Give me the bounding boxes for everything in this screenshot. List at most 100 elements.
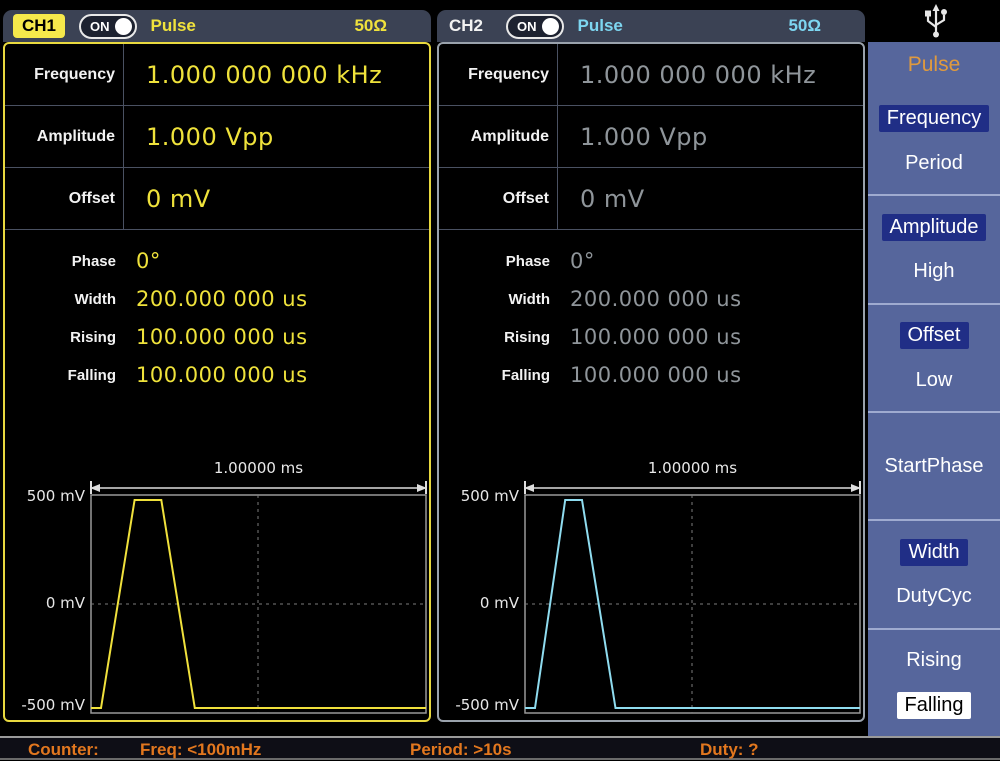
ch2-badge: CH2: [449, 16, 484, 35]
ch1-falling-label: Falling: [67, 366, 116, 384]
menu-label-rising[interactable]: Rising: [906, 649, 962, 672]
ch2-ylabel-top: 500 mV: [460, 487, 519, 505]
ch1-impedance: 50Ω: [354, 16, 387, 35]
ch2-falling-value[interactable]: 100.000 000 us: [570, 363, 742, 387]
ch2-width-row: Width 200.000 000 us: [439, 280, 863, 318]
ch2-on-label: ON: [517, 18, 537, 34]
ch2-impedance: 50Ω: [788, 16, 821, 35]
ch1-width-label: Width: [74, 290, 116, 308]
ch1-frequency-row: Frequency 1.000 000 000 kHz: [5, 44, 429, 106]
ch2-waveform-name: Pulse: [577, 16, 623, 35]
ch2-ylabel-bot: -500 mV: [455, 696, 519, 714]
menu-label-startphase[interactable]: StartPhase: [884, 454, 984, 477]
ch1-falling-row: Falling 100.000 000 us: [5, 356, 429, 394]
ch1-offset-row: Offset 0 mV: [5, 168, 429, 230]
menu-label-width[interactable]: Width: [900, 538, 968, 566]
ch1-rising-label: Rising: [70, 328, 116, 346]
ch1-on-label: ON: [90, 18, 110, 34]
menu-item-offset-low[interactable]: Offset Low: [868, 302, 1000, 411]
ch2-panel: Frequency 1.000 000 000 kHz Amplitude 1.…: [437, 42, 865, 722]
ch1-on-toggle[interactable]: ON: [79, 13, 137, 39]
period-arrow: [90, 481, 427, 494]
menu-label-amplitude[interactable]: Amplitude: [881, 213, 987, 241]
menu-label-low[interactable]: Low: [915, 368, 953, 391]
ch1-offset-label: Offset: [5, 168, 124, 229]
ch1-phase-value[interactable]: 0°: [136, 249, 161, 273]
ch2-frequency-label: Frequency: [439, 44, 558, 105]
ch1-rising-value[interactable]: 100.000 000 us: [136, 325, 308, 349]
ch2-rising-label: Rising: [504, 328, 550, 346]
ch1-param-table: Frequency 1.000 000 000 kHz Amplitude 1.…: [5, 44, 429, 230]
ch1-rising-row: Rising 100.000 000 us: [5, 318, 429, 356]
ch2-width-value[interactable]: 200.000 000 us: [570, 287, 742, 311]
ch2-header: CH2 ON Pulse 50Ω: [437, 10, 865, 42]
ch2-on-toggle[interactable]: ON: [506, 13, 564, 39]
ch2-falling-label: Falling: [501, 366, 550, 384]
ch1-period-label: 1.00000 ms: [213, 459, 304, 477]
ch2-param-list: Phase 0° Width 200.000 000 us Rising 100…: [439, 242, 863, 394]
ch1-amplitude-label: Amplitude: [5, 106, 124, 167]
period-arrow: [524, 481, 861, 494]
ch1-waveform-name: Pulse: [150, 16, 196, 35]
menu-label-frequency[interactable]: Frequency: [878, 105, 990, 133]
ch2-offset-row: Offset 0 mV: [439, 168, 863, 230]
ch1-phase-row: Phase 0°: [5, 242, 429, 280]
sidebar-title: Pulse: [907, 53, 961, 76]
ch1-offset-value[interactable]: 0 mV: [146, 184, 211, 213]
menu-label-offset[interactable]: Offset: [899, 322, 969, 350]
ch1-frequency-value[interactable]: 1.000 000 000 kHz: [146, 60, 383, 89]
menu-label-high[interactable]: High: [913, 260, 955, 283]
ch1-ylabel-top: 500 mV: [26, 487, 85, 505]
ch2-width-label: Width: [508, 290, 550, 308]
ch1-param-list: Phase 0° Width 200.000 000 us Rising 100…: [5, 242, 429, 394]
ch2-phase-label: Phase: [505, 252, 550, 270]
ch1-amplitude-value[interactable]: 1.000 Vpp: [146, 122, 274, 151]
menu-item-amplitude-high[interactable]: Amplitude High: [868, 194, 1000, 302]
ch1-badge: CH1: [13, 14, 66, 38]
ch2-amplitude-row: Amplitude 1.000 Vpp: [439, 106, 863, 168]
ch2-phase-value[interactable]: 0°: [570, 249, 595, 273]
ch1-header: CH1 ON Pulse 50Ω: [3, 10, 431, 42]
ch2-param-table: Frequency 1.000 000 000 kHz Amplitude 1.…: [439, 44, 863, 230]
ch2-phase-row: Phase 0°: [439, 242, 863, 280]
menu-label-period[interactable]: Period: [905, 151, 963, 174]
menu-item-width-dutycyc[interactable]: Width DutyCyc: [868, 519, 1000, 627]
usb-icon: [922, 3, 950, 44]
toggle-knob: [541, 17, 559, 35]
ch1-waveform-plot: [90, 494, 427, 714]
menu-item-startphase[interactable]: StartPhase: [868, 410, 1000, 519]
ch2-frequency-value[interactable]: 1.000 000 000 kHz: [580, 60, 817, 89]
menu-label-falling[interactable]: Falling: [896, 691, 972, 719]
counter-period: Period: >10s: [410, 740, 512, 759]
ch2-falling-row: Falling 100.000 000 us: [439, 356, 863, 394]
ch2-rising-row: Rising 100.000 000 us: [439, 318, 863, 356]
menu-item-rising-falling[interactable]: Rising Falling: [868, 627, 1000, 736]
ch1-ylabel-mid: 0 mV: [45, 594, 85, 612]
menu-label-dutycyc[interactable]: DutyCyc: [896, 585, 972, 608]
counter-freq: Freq: <100mHz: [140, 740, 262, 759]
status-bar: Counter: Freq: <100mHz Period: >10s Duty…: [0, 736, 1000, 760]
menu-item-frequency-period[interactable]: Frequency Period: [868, 88, 1000, 194]
ch1-amplitude-row: Amplitude 1.000 Vpp: [5, 106, 429, 168]
ch2-ylabel-mid: 0 mV: [479, 594, 519, 612]
counter-label: Counter:: [28, 740, 99, 759]
ch1-falling-value[interactable]: 100.000 000 us: [136, 363, 308, 387]
counter-duty: Duty: ?: [700, 740, 759, 759]
ch2-offset-label: Offset: [439, 168, 558, 229]
ch2-amplitude-label: Amplitude: [439, 106, 558, 167]
ch1-ylabel-bot: -500 mV: [21, 696, 85, 714]
ch1-width-value[interactable]: 200.000 000 us: [136, 287, 308, 311]
toggle-knob: [114, 17, 132, 35]
ch1-width-row: Width 200.000 000 us: [5, 280, 429, 318]
ch1-frequency-label: Frequency: [5, 44, 124, 105]
sidebar-menu: Pulse Frequency Period Amplitude High Of…: [868, 42, 1000, 736]
ch2-rising-value[interactable]: 100.000 000 us: [570, 325, 742, 349]
ch2-waveform-plot: [524, 494, 861, 714]
ch2-period-label: 1.00000 ms: [647, 459, 738, 477]
ch2-offset-value[interactable]: 0 mV: [580, 184, 645, 213]
ch1-panel: Frequency 1.000 000 000 kHz Amplitude 1.…: [3, 42, 431, 722]
ch2-frequency-row: Frequency 1.000 000 000 kHz: [439, 44, 863, 106]
ch1-phase-label: Phase: [71, 252, 116, 270]
ch2-amplitude-value[interactable]: 1.000 Vpp: [580, 122, 708, 151]
